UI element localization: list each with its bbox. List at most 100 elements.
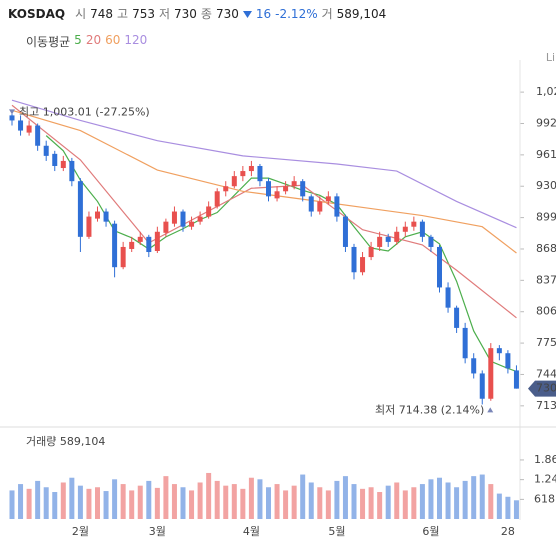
- close-value: 730: [215, 6, 239, 21]
- volume-bar: [317, 487, 323, 519]
- candle-body: [248, 165, 254, 172]
- candle-body: [342, 216, 348, 247]
- candle-body: [146, 236, 152, 253]
- candle-body: [9, 115, 15, 121]
- legend-entry[interactable]: 60: [105, 33, 121, 47]
- ma-label: 이동평균: [26, 35, 71, 49]
- candle-body: [257, 165, 263, 182]
- candle-body: [26, 125, 32, 133]
- volume-bar: [163, 476, 169, 519]
- x-tick-label: 2월: [72, 525, 89, 538]
- volume-bar: [18, 484, 24, 519]
- x-tick-label: 28: [501, 525, 515, 538]
- volume-bar: [266, 487, 271, 519]
- down-arrow: [242, 10, 252, 18]
- volume-bar: [402, 490, 408, 519]
- volume-bar: [146, 480, 152, 519]
- candle-body: [103, 211, 109, 222]
- volume-label: 거: [321, 7, 333, 21]
- volume-bar: [471, 476, 477, 519]
- volume-bar: [223, 485, 229, 519]
- open-value: 748: [90, 6, 114, 21]
- candle-body: [488, 348, 494, 399]
- candle-body: [52, 153, 58, 166]
- volume-bar: [308, 482, 314, 519]
- volume-bar: [180, 487, 186, 519]
- volume-bar: [171, 484, 177, 519]
- open-label: 시: [75, 7, 87, 21]
- candle-body: [171, 211, 177, 224]
- low-label: 저: [158, 7, 171, 21]
- volume-bar: [300, 474, 306, 519]
- candle-body: [274, 191, 280, 199]
- volume-bar: [112, 479, 118, 519]
- candle-body: [462, 327, 468, 359]
- candle-body: [60, 160, 66, 169]
- volume-bar: [342, 476, 348, 519]
- candle-body: [317, 201, 323, 212]
- volume-bar: [9, 490, 15, 519]
- y-tick-label: 1.86: [534, 453, 556, 466]
- candle-body: [411, 221, 417, 227]
- volume-bar: [351, 484, 357, 519]
- volume-bar: [368, 487, 374, 519]
- y-tick-label: 992: [536, 116, 556, 129]
- volume-bar: [154, 487, 160, 519]
- ma-line: [11, 99, 517, 229]
- y-tick-label: 868: [536, 242, 556, 255]
- candle-body: [197, 216, 203, 222]
- candle-body: [120, 246, 126, 268]
- symbol: KOSDAQ: [8, 6, 66, 21]
- candle-body: [437, 246, 442, 288]
- y-tick-label: 1,023: [536, 85, 556, 98]
- candle-body: [206, 206, 212, 217]
- candle-body: [137, 236, 143, 242]
- candle-body: [129, 241, 135, 249]
- candle-body: [77, 181, 83, 237]
- candle-body: [368, 246, 374, 258]
- candle-body: [18, 120, 24, 131]
- volume-bar: [103, 491, 109, 519]
- candle-body: [513, 370, 519, 389]
- legend-entry[interactable]: 20: [85, 33, 102, 47]
- volume-bar: [325, 490, 331, 519]
- y-tick-label: 961: [536, 148, 556, 161]
- price-tag: [528, 380, 556, 397]
- y-tick-label: 899: [536, 211, 556, 224]
- volume-bar: [26, 488, 32, 519]
- y-tick-label: 744: [536, 367, 556, 380]
- volume-bar: [360, 488, 366, 519]
- candle-body: [283, 186, 289, 192]
- candle-body: [394, 231, 400, 242]
- legend-entry[interactable]: 5: [74, 33, 82, 47]
- y-tick-label: 713: [536, 399, 556, 412]
- candle-body: [95, 211, 100, 219]
- volume-bar: [197, 482, 203, 519]
- volume-bar: [206, 472, 212, 519]
- volume-bar: [377, 492, 383, 519]
- scale-mode[interactable]: Lin: [545, 51, 556, 64]
- x-tick-label: 5월: [328, 525, 345, 538]
- legend-entry[interactable]: 120: [124, 33, 148, 47]
- y-tick-label: 1.24: [534, 473, 556, 486]
- candle-body: [86, 216, 92, 237]
- high-value: 753: [132, 6, 155, 21]
- volume-bar: [291, 485, 297, 519]
- candle-body: [231, 176, 237, 187]
- candle-body: [385, 236, 391, 242]
- candle-body: [180, 211, 186, 227]
- volume-bar: [60, 482, 66, 519]
- volume-bar: [248, 477, 254, 519]
- volume-bar: [411, 487, 417, 519]
- candle-body: [189, 221, 195, 227]
- y-tick-label: 806: [536, 305, 556, 318]
- volume-bar: [454, 487, 460, 519]
- volume-bar: [77, 485, 83, 519]
- candle-body: [445, 287, 451, 308]
- candle-body: [505, 353, 511, 369]
- candle-body: [360, 257, 366, 273]
- volume-bar: [334, 480, 340, 519]
- y-tick-label: 618K: [534, 492, 556, 505]
- volume-bar: [69, 477, 75, 519]
